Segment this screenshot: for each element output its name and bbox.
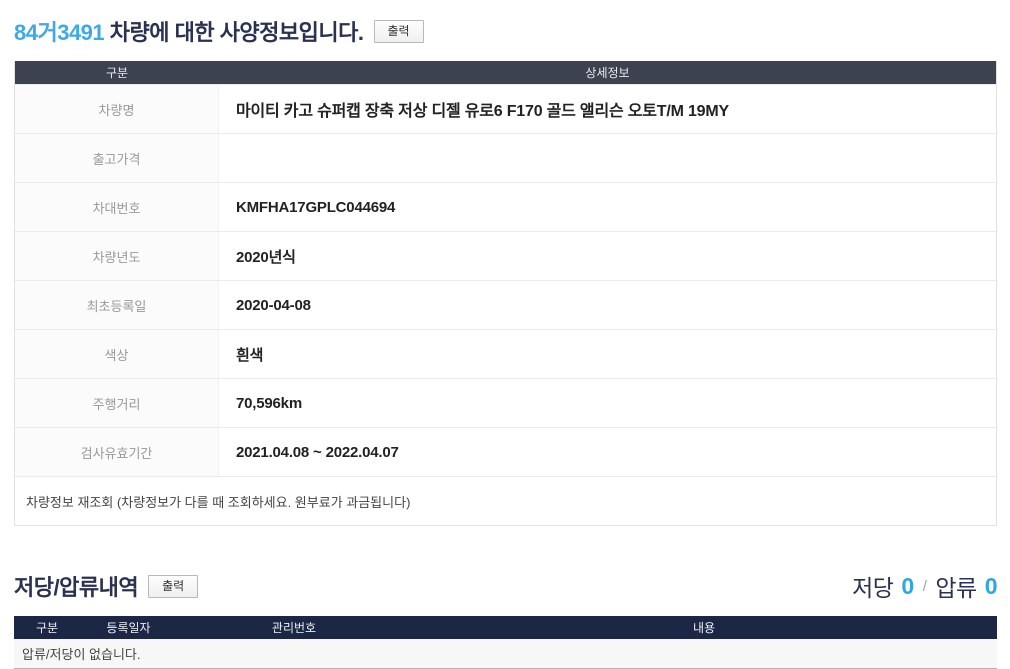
- page-title: 84거3491 차량에 대한 사양정보입니다.: [14, 15, 364, 47]
- plate-number: 84거3491: [14, 20, 105, 45]
- lien-summary: 저당 0 / 압류 0: [852, 569, 997, 603]
- row-label: 차대번호: [15, 183, 219, 231]
- lien-col-header-content: 내용: [692, 621, 716, 635]
- row-label: 색상: [15, 330, 219, 378]
- spec-print-button[interactable]: 출력: [373, 19, 424, 43]
- row-label: 검사유효기간: [15, 428, 219, 476]
- lien-title: 저당/압류내역: [14, 575, 139, 600]
- mortgage-count: 0: [901, 572, 914, 599]
- table-row-vehicle-name: 차량명 마이티 카고 슈퍼캡 장축 저상 디젤 유로6 F170 골드 앨리슨 …: [15, 84, 996, 133]
- table-row-color: 색상 흰색: [15, 329, 996, 378]
- row-value: [219, 134, 996, 182]
- spec-section-header: 84거3491 차량에 대한 사양정보입니다. 출력: [14, 15, 997, 47]
- row-value: 2020-04-08: [236, 296, 311, 314]
- lien-table: 구분 등록일자 관리번호 내용 압류/저당이 없습니다.: [14, 616, 997, 669]
- row-value: KMFHA17GPLC044694: [236, 198, 396, 216]
- table-row-inspection-period: 검사유효기간 2021.04.08 ~ 2022.04.07: [15, 427, 996, 476]
- table-row-first-registration: 최초등록일 2020-04-08: [15, 280, 996, 329]
- row-label: 최초등록일: [15, 281, 219, 329]
- requery-note: 차량정보 재조회 (차량정보가 다를 때 조회하세요. 원부료가 과금됩니다): [15, 476, 996, 525]
- lien-print-button[interactable]: 출력: [148, 574, 199, 598]
- mortgage-label: 저당: [852, 575, 894, 601]
- row-value: 마이티 카고 슈퍼캡 장축 저상 디젤 유로6 F170 골드 앨리슨 오토T/…: [236, 103, 729, 120]
- row-value: 흰색: [236, 346, 264, 364]
- table-row-factory-price: 출고가격: [15, 133, 996, 182]
- table-row-mileage: 주행거리 70,596km: [15, 378, 996, 427]
- spec-table: 구분 상세정보 차량명 마이티 카고 슈퍼캡 장축 저상 디젤 유로6 F170…: [14, 61, 997, 526]
- lien-col-header-date: 등록일자: [106, 621, 151, 635]
- spec-col-header-detail: 상세정보: [585, 66, 630, 80]
- lien-col-header-number: 관리번호: [271, 621, 317, 635]
- row-value: 70,596km: [236, 394, 302, 412]
- lien-empty-message: 압류/저당이 없습니다.: [14, 639, 997, 669]
- table-row-model-year: 차량년도 2020년식: [15, 231, 996, 280]
- page-title-text: 차량에 대한 사양정보입니다.: [104, 20, 364, 45]
- lien-col-header-category: 구분: [35, 621, 59, 635]
- lien-section-header: 저당/압류내역 출력 저당 0 / 압류 0: [14, 569, 998, 603]
- spec-col-header-category: 구분: [105, 66, 129, 80]
- table-row-vin: 차대번호 KMFHA17GPLC044694: [15, 182, 996, 231]
- row-value: 2020년식: [236, 248, 296, 266]
- seizure-count: 0: [984, 572, 998, 599]
- row-label: 출고가격: [15, 134, 219, 182]
- spec-table-header: 구분 상세정보: [15, 61, 996, 84]
- summary-separator: /: [922, 577, 927, 595]
- row-label: 차량명: [15, 85, 219, 133]
- row-label: 주행거리: [15, 379, 219, 427]
- row-value: 2021.04.08 ~ 2022.04.07: [236, 443, 399, 461]
- row-label: 차량년도: [15, 232, 219, 280]
- lien-table-header: 구분 등록일자 관리번호 내용: [14, 616, 997, 639]
- seizure-label: 압류: [935, 575, 977, 601]
